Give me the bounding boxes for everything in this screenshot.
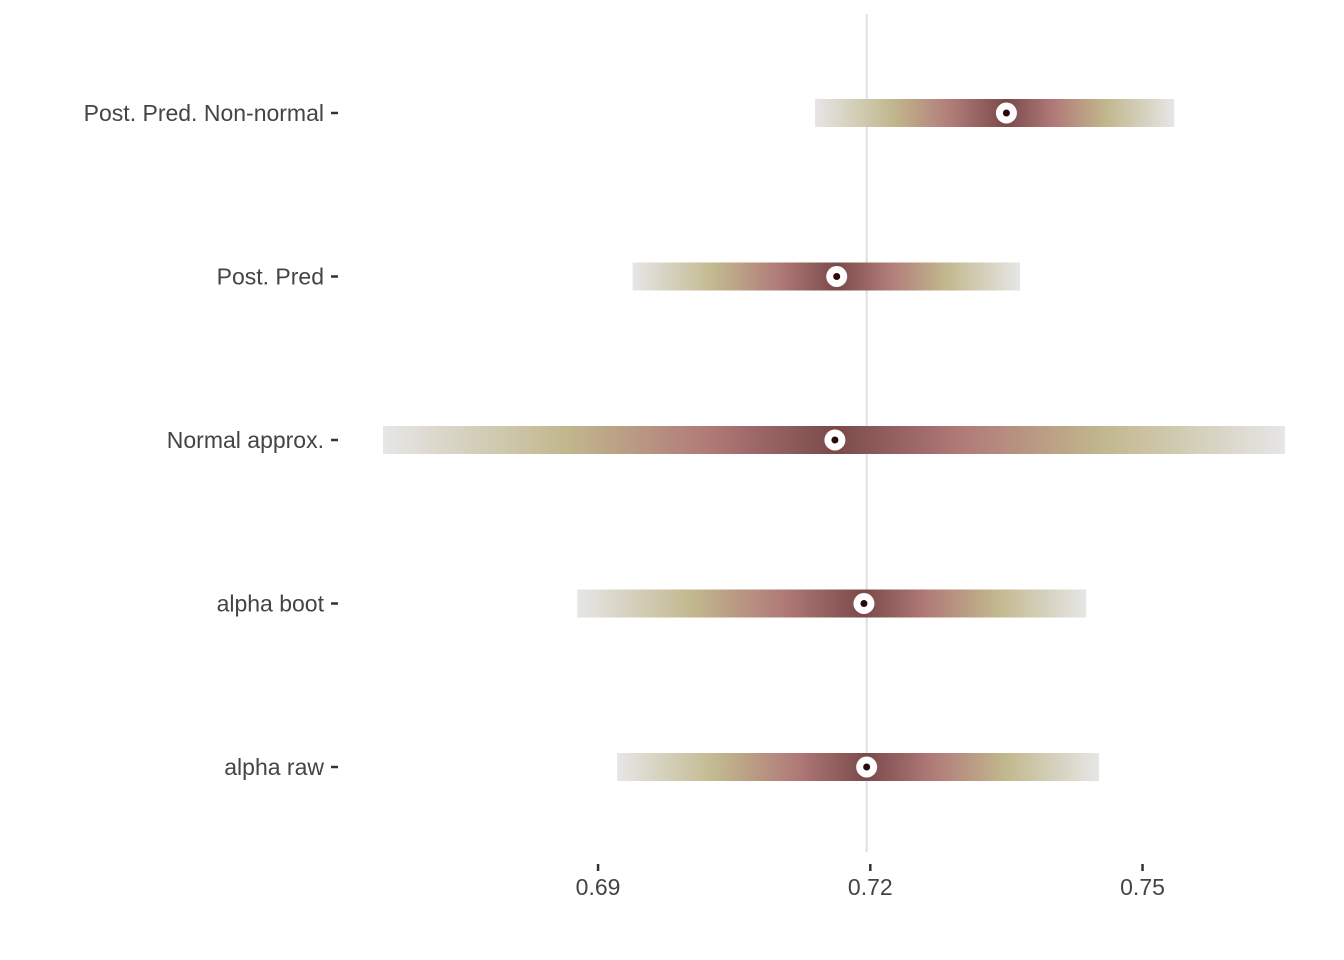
estimate-point-center: [831, 436, 839, 444]
estimate-point-center: [860, 600, 868, 607]
estimate-point-center: [1002, 109, 1010, 117]
estimate-point-center: [833, 273, 841, 280]
estimate-point-center: [863, 763, 871, 771]
category-label: Post. Pred: [217, 264, 324, 290]
x-tick-label: 0.75: [1120, 874, 1165, 900]
category-label: alpha boot: [217, 591, 325, 617]
interval-bar: [814, 99, 1175, 127]
category-label: Post. Pred. Non-normal: [84, 100, 324, 126]
x-tick-label: 0.69: [576, 874, 621, 900]
category-label: alpha raw: [224, 754, 324, 780]
interval-bar: [577, 589, 1087, 618]
category-label: Normal approx.: [167, 427, 324, 453]
x-tick-label: 0.72: [848, 874, 893, 900]
